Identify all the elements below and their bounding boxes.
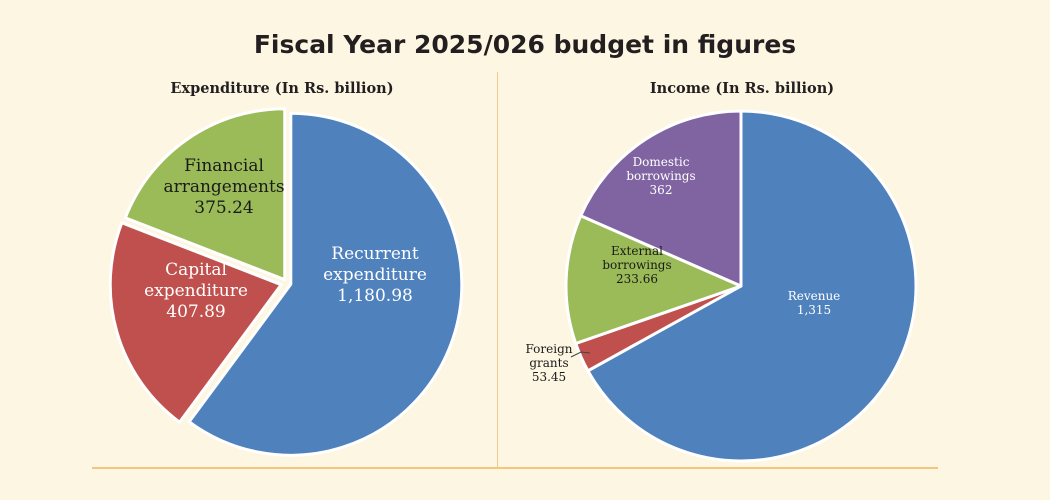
pie-slice-external-borrowings: [564, 214, 743, 345]
income-chart-title: Income (In Rs. billion): [649, 80, 835, 97]
data-label-recurrent-expenditure: Recurrent expenditure 1,180.98: [323, 244, 427, 306]
pie-slice-domestic-borrowings: [579, 109, 743, 288]
page-title: Fiscal Year 2025/026 budget in figures: [253, 30, 797, 59]
pie-slice-revenue: [586, 109, 918, 463]
data-label-foreign-grants: Foreign grants 53.45: [526, 342, 573, 384]
data-label-external-borrowings: External borrowings 233.66: [602, 244, 671, 286]
data-label-capital-expenditure: Capital expenditure 407.89: [144, 260, 248, 322]
expenditure-chart-title: Expenditure (In Rs. billion): [170, 80, 394, 97]
pie-slice-recurrent-expenditure: [187, 111, 464, 457]
data-label-financial-arrangements: Financial arrangements 375.24: [163, 156, 284, 218]
bottom-divider: [92, 467, 938, 469]
vertical-divider: [497, 72, 498, 468]
data-label-domestic-borrowings: Domestic borrowings 362: [626, 155, 695, 197]
pie-slice-capital-expenditure: [108, 221, 283, 424]
data-label-revenue: Revenue 1,315: [788, 289, 841, 317]
label-leader-line: [570, 351, 591, 358]
pie-slice-financial-arrangements: [123, 107, 287, 282]
